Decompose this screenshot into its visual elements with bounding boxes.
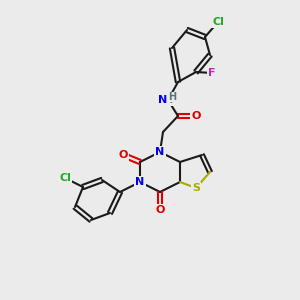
Text: S: S [192, 183, 200, 193]
Text: O: O [191, 111, 201, 121]
Text: O: O [155, 205, 165, 215]
Text: H: H [168, 92, 176, 102]
Text: N: N [158, 95, 168, 105]
Text: N: N [155, 147, 165, 157]
Text: O: O [118, 150, 128, 160]
Text: N: N [135, 177, 145, 187]
Text: Cl: Cl [59, 173, 71, 183]
Text: F: F [208, 68, 216, 78]
Text: Cl: Cl [212, 17, 224, 27]
Text: H: H [164, 95, 172, 105]
